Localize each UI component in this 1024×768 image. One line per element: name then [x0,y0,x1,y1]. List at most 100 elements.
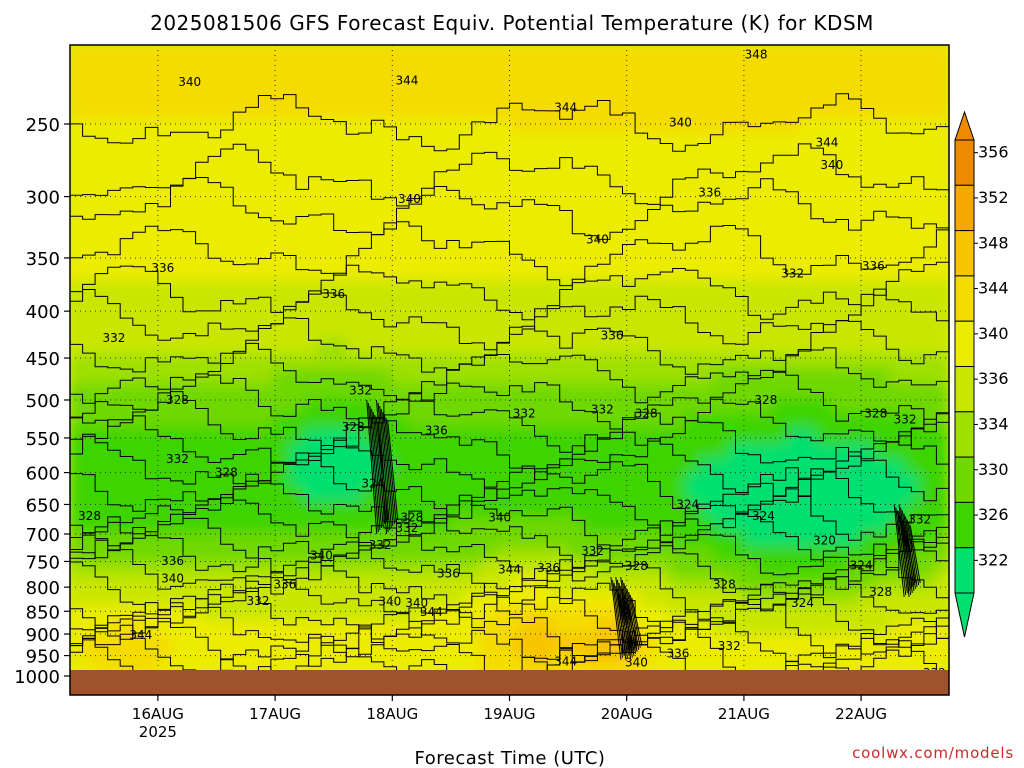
field-cell [698,280,716,298]
field-cell [757,339,775,357]
field-cell [156,487,174,504]
field-cell [830,117,848,135]
field-cell [259,442,277,460]
field-cell [801,250,819,268]
field-cell [904,383,921,401]
field-cell [83,531,101,549]
field-cell [112,398,130,416]
field-cell [142,413,159,431]
field-cell [537,117,555,135]
contour-label: 332 [247,594,270,608]
field-cell [640,236,657,253]
field-cell [904,354,921,371]
field-cell [611,324,628,342]
field-cell [112,324,130,342]
field-cell [742,531,760,549]
field-cell [713,516,731,534]
field-cell [684,472,701,490]
field-cell [70,575,86,593]
field-cell [611,191,628,209]
field-cell [523,398,540,416]
field-cell [230,221,247,239]
field-cell [420,58,438,76]
field-cell [274,280,291,298]
field-cell [244,428,262,445]
field-cell [655,309,672,327]
field-cell [581,634,599,652]
contour-line [366,399,378,535]
field-cell [567,295,584,312]
field-cell [244,309,262,327]
field-cell [98,472,115,490]
field-cell [508,73,526,91]
field-cell [816,73,833,91]
y-tick-label: 300 [26,188,60,209]
field-cell [70,546,86,564]
field-cell [786,457,804,475]
field-cell [742,339,760,357]
contour-line [382,411,394,527]
y-tick-label: 950 [26,647,60,668]
field-cell [464,620,482,637]
field-cell [259,162,277,179]
field-cell [405,546,423,564]
field-cell [230,162,247,179]
field-cell [552,117,570,135]
field-cell [347,191,364,209]
field-cell [332,280,350,298]
field-cell [581,649,599,667]
field-cell [186,309,203,327]
field-cell [772,339,789,357]
field-cell [567,88,584,106]
field-cell [493,501,511,519]
field-cell [713,236,731,253]
field-cell [728,398,745,416]
field-cell [801,191,819,209]
field-cell [112,265,130,283]
field-cell [405,265,423,283]
field-cell [127,191,145,209]
field-cell [493,221,511,239]
field-cell [70,501,86,519]
field-cell [860,590,877,608]
field-cell [142,309,159,327]
field-cell [171,620,189,637]
field-cell [845,428,863,445]
field-cell [479,531,496,549]
field-cell [698,176,716,194]
field-cell [200,250,218,268]
field-cell [816,117,833,135]
field-cell [596,236,614,253]
field-cell [156,354,174,371]
field-cell [420,428,438,445]
field-cell [596,531,614,549]
field-cell [816,546,833,564]
field-cell [288,280,306,298]
field-cell [83,472,101,490]
field-cell [449,501,467,519]
field-cell [127,383,145,401]
field-cell [244,117,262,135]
field-cell [362,531,379,549]
contour-line [70,317,949,375]
field-cell [786,58,804,76]
field-cell [698,339,716,357]
field-cell [728,369,745,386]
field-cell [391,546,408,564]
field-cell [186,206,203,224]
field-cell [127,472,145,490]
field-cell [801,221,819,239]
field-cell [464,236,482,253]
field-cell [728,531,745,549]
field-cell [274,324,291,342]
field-cell [479,501,496,519]
contour-line [615,577,627,660]
field-cell [142,324,159,342]
field-cell [200,369,218,386]
field-cell [728,162,745,179]
field-cell [420,457,438,475]
field-cell [698,472,716,490]
field-cell [845,295,863,312]
field-cell [347,516,364,534]
contour-label: 324 [361,477,384,491]
